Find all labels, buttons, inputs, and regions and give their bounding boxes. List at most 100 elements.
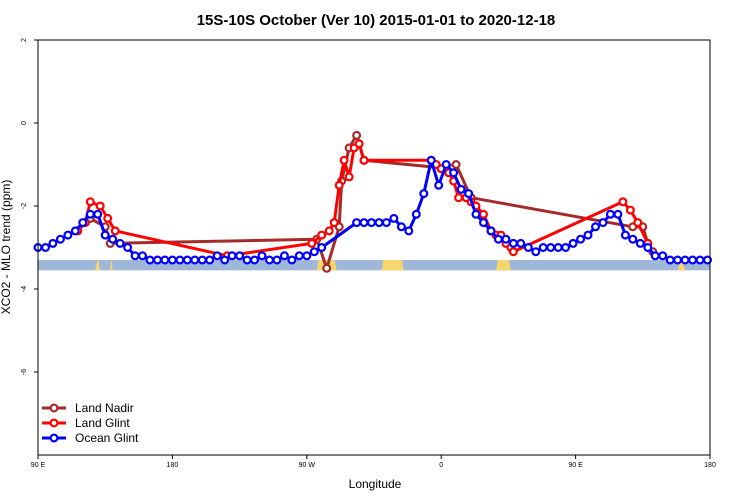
data-point xyxy=(471,209,481,219)
data-point xyxy=(309,247,319,257)
legend-label: Land Glint xyxy=(75,416,130,430)
data-point xyxy=(665,255,675,265)
data-point xyxy=(334,180,344,190)
data-point xyxy=(441,160,451,170)
data-point xyxy=(160,255,170,265)
data-point xyxy=(456,184,466,194)
data-point xyxy=(40,243,50,253)
legend-marker xyxy=(49,433,59,443)
data-point xyxy=(625,205,635,215)
data-point xyxy=(85,197,95,207)
data-point xyxy=(359,218,369,228)
data-point xyxy=(63,230,73,240)
chart-title: 15S-10S October (Ver 10) 2015-01-01 to 2… xyxy=(197,12,556,29)
data-point xyxy=(108,234,118,244)
y-tick-label: 0 xyxy=(21,121,28,125)
plot-series xyxy=(33,130,712,273)
data-point xyxy=(561,243,571,253)
data-point xyxy=(688,255,698,265)
data-point xyxy=(302,251,312,261)
data-point xyxy=(673,255,683,265)
data-point xyxy=(702,255,712,265)
data-point xyxy=(175,255,185,265)
x-tick-label: 90 E xyxy=(568,462,583,469)
data-point xyxy=(322,263,332,273)
data-point xyxy=(613,209,623,219)
data-point xyxy=(479,218,489,228)
data-point xyxy=(48,238,58,248)
data-point xyxy=(523,243,533,253)
x-tick-label: 90 W xyxy=(299,462,316,469)
data-point xyxy=(324,226,334,236)
land-ocean-bar xyxy=(38,257,710,271)
data-point xyxy=(287,255,297,265)
data-point xyxy=(227,251,237,261)
y-tick-label: 2 xyxy=(21,38,28,42)
data-point xyxy=(130,251,140,261)
data-point xyxy=(153,255,163,265)
data-point xyxy=(220,255,230,265)
data-point xyxy=(374,218,384,228)
data-point xyxy=(55,234,65,244)
data-point xyxy=(272,255,282,265)
data-point xyxy=(110,226,120,236)
data-point xyxy=(516,238,526,248)
data-point xyxy=(197,255,207,265)
data-point xyxy=(317,243,327,253)
data-point xyxy=(628,234,638,244)
data-point xyxy=(307,238,317,248)
data-point xyxy=(294,251,304,261)
data-point xyxy=(95,201,105,211)
legend-marker xyxy=(49,403,59,413)
ocean-band xyxy=(38,259,710,271)
data-point xyxy=(508,247,518,257)
data-point xyxy=(486,226,496,236)
data-point xyxy=(605,209,615,219)
legend-label: Land Nadir xyxy=(75,401,134,415)
data-point xyxy=(182,255,192,265)
data-point xyxy=(590,222,600,232)
data-point xyxy=(695,255,705,265)
data-point xyxy=(620,230,630,240)
data-point xyxy=(265,255,275,265)
data-point xyxy=(553,243,563,253)
data-point xyxy=(190,255,200,265)
data-point xyxy=(538,243,548,253)
data-point xyxy=(352,218,362,228)
data-point xyxy=(100,230,110,240)
legend-label: Ocean Glint xyxy=(75,431,139,445)
y-tick-label: -6 xyxy=(21,369,28,375)
data-point xyxy=(680,255,690,265)
data-point xyxy=(250,255,260,265)
data-point xyxy=(454,193,464,203)
land-bump xyxy=(110,257,113,271)
data-point xyxy=(658,251,668,261)
data-point xyxy=(367,218,377,228)
plot-frame xyxy=(37,39,711,456)
data-point xyxy=(339,155,349,165)
data-point xyxy=(434,180,444,190)
data-point xyxy=(493,234,503,244)
data-point xyxy=(115,238,125,248)
x-tick-label: 0 xyxy=(439,462,443,469)
data-point xyxy=(618,197,628,207)
data-point xyxy=(583,230,593,240)
data-point xyxy=(354,139,364,149)
data-point xyxy=(479,209,489,219)
data-point xyxy=(531,247,541,257)
y-tick-label: -2 xyxy=(21,203,28,209)
data-point xyxy=(317,230,327,240)
data-point xyxy=(451,160,461,170)
data-point xyxy=(449,168,459,178)
data-point xyxy=(257,251,267,261)
data-point xyxy=(138,251,148,261)
data-point xyxy=(70,226,80,236)
data-point xyxy=(381,218,391,228)
data-point xyxy=(568,238,578,248)
data-point xyxy=(419,189,429,199)
data-point xyxy=(389,213,399,223)
data-point xyxy=(426,155,436,165)
land-segment xyxy=(381,259,404,271)
data-point xyxy=(329,218,339,228)
